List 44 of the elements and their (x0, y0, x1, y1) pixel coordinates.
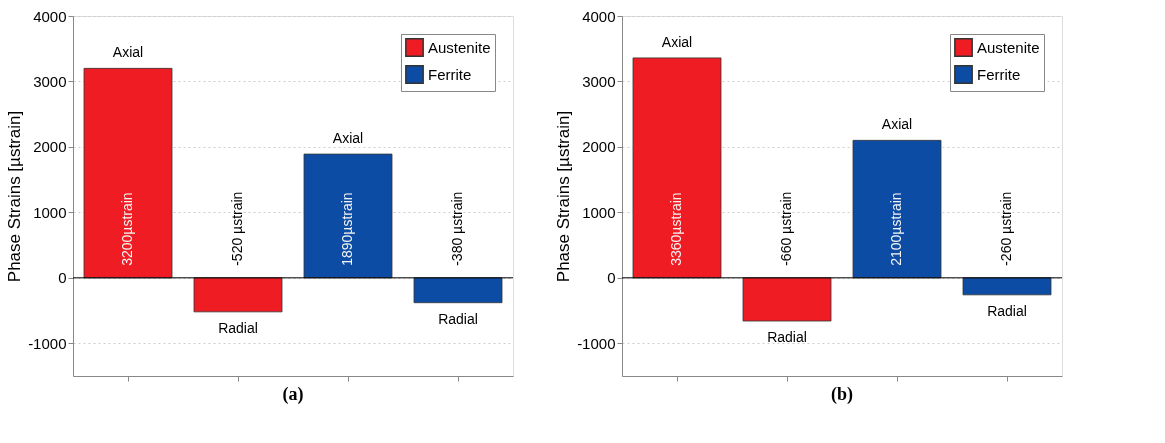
bar (303, 153, 393, 279)
text: (a) (282, 383, 304, 405)
y-tick-label: 1000 (33, 203, 67, 221)
y-axis-title: Phase Strains [µstrain] (554, 110, 574, 283)
data-label: -380 µstrain (449, 191, 465, 266)
y-tick-label: 2000 (582, 138, 616, 156)
legend-label: Austenite (428, 38, 491, 56)
data-label: 1890µstrain (339, 192, 355, 266)
x-tick-label: Radial (987, 302, 1027, 319)
data-label: -520 µstrain (229, 191, 245, 266)
data-label: 3200µstrain (119, 192, 135, 266)
data-label: -260 µstrain (998, 191, 1014, 266)
y-tick-label: -1000 (28, 334, 67, 352)
y-tick-label: 3000 (33, 72, 67, 90)
y-tick-label: 0 (58, 269, 67, 287)
x-tick-label: Axial (112, 44, 144, 61)
bar (83, 67, 173, 279)
data-label: -660 µstrain (778, 191, 794, 266)
x-tick-label: Axial (661, 33, 693, 50)
y-tick-label: 1000 (582, 203, 616, 221)
data-label: 3360µstrain (668, 192, 684, 266)
bar (632, 57, 722, 279)
bar (742, 277, 832, 322)
bar (962, 277, 1052, 296)
y-axis-title: Phase Strains [µstrain] (5, 110, 25, 283)
y-tick-label: 4000 (582, 7, 616, 25)
bar (193, 277, 283, 313)
y-tick-label: 2000 (33, 138, 67, 156)
text: (b) (831, 383, 853, 405)
legend-label: Austenite (977, 38, 1040, 56)
legend-label: Ferrite (428, 65, 472, 83)
bar (852, 139, 942, 279)
x-tick-label: Axial (881, 116, 913, 133)
x-tick-label: Radial (767, 329, 807, 346)
x-tick-label: Radial (218, 319, 258, 336)
bar (413, 277, 503, 304)
y-tick-label: 3000 (582, 72, 616, 90)
x-tick-label: Axial (332, 130, 364, 147)
legend-label: Ferrite (977, 65, 1021, 83)
data-label: 2100µstrain (888, 192, 904, 266)
x-tick-label: Radial (438, 310, 478, 327)
y-tick-label: -1000 (577, 334, 616, 352)
y-tick-label: 4000 (33, 7, 67, 25)
y-tick-label: 0 (607, 269, 616, 287)
